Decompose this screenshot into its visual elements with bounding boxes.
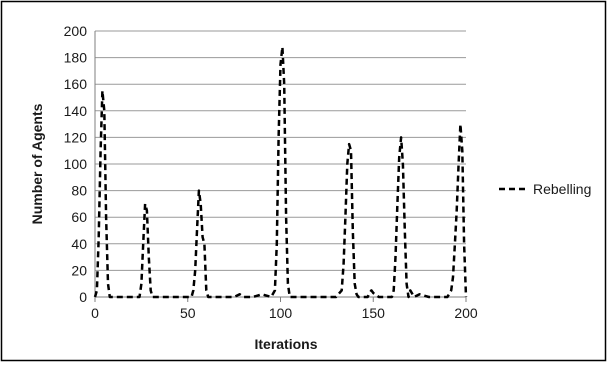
y-tick-label: 120: [64, 129, 88, 145]
x-tick-label: 50: [180, 305, 196, 321]
y-tick-label: 100: [64, 156, 88, 172]
series-layer: [93, 45, 468, 299]
y-axis-title: Number of Agents: [29, 103, 45, 224]
x-tick-label: 200: [454, 305, 478, 321]
tick-labels: 0 20 40 60 80 100 120 140 160 180 200 0 50 100 150 200: [64, 23, 478, 321]
y-tick-label: 40: [71, 236, 87, 252]
x-axis-title: Iterations: [254, 336, 317, 352]
legend: Rebelling: [499, 181, 591, 197]
y-tick-label: 60: [71, 209, 87, 225]
gridlines: [95, 30, 466, 271]
legend-label-rebelling: Rebelling: [533, 181, 591, 197]
x-tick-label: 0: [91, 305, 99, 321]
series-line-rebelling: [93, 45, 468, 299]
y-tick-label: 180: [64, 50, 88, 66]
y-tick-label: 0: [79, 289, 87, 305]
y-tick-label: 200: [64, 23, 88, 39]
x-tick-label: 100: [269, 305, 293, 321]
y-tick-label: 160: [64, 76, 88, 92]
y-tick-label: 140: [64, 103, 88, 119]
y-tick-label: 20: [71, 262, 87, 278]
y-tick-label: 80: [71, 183, 87, 199]
x-tick-label: 150: [362, 305, 386, 321]
